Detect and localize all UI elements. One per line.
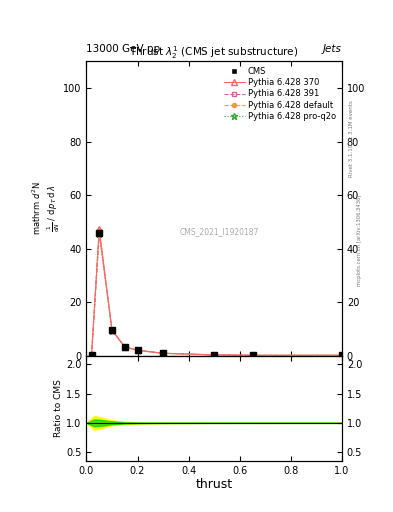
Pythia 6.428 pro-q2o — [123, 344, 127, 350]
CMS — [135, 347, 140, 353]
Pythia 6.428 391 — [212, 352, 217, 358]
Pythia 6.428 pro-q2o — [340, 352, 344, 358]
Pythia 6.428 pro-q2o — [161, 350, 165, 356]
CMS — [110, 327, 114, 333]
Text: Jets: Jets — [323, 44, 342, 54]
Pythia 6.428 pro-q2o — [110, 328, 114, 334]
Text: Rivet 3.1.10, ≥ 3.1M events: Rivet 3.1.10, ≥ 3.1M events — [349, 100, 354, 177]
CMS — [212, 352, 217, 358]
Pythia 6.428 default — [340, 352, 344, 358]
Y-axis label: Ratio to CMS: Ratio to CMS — [55, 379, 63, 437]
Pythia 6.428 default — [123, 344, 127, 350]
Line: Pythia 6.428 370: Pythia 6.428 370 — [89, 226, 345, 358]
Y-axis label: mathrm $d^2$N
$\frac{1}{\mathrm{d}N}$ / $\mathrm{d}\,p_T\,\mathrm{d}\,\lambda$: mathrm $d^2$N $\frac{1}{\mathrm{d}N}$ / … — [31, 182, 62, 236]
X-axis label: thrust: thrust — [196, 478, 233, 492]
CMS — [123, 344, 127, 350]
Pythia 6.428 pro-q2o — [250, 352, 255, 358]
Pythia 6.428 391 — [135, 347, 140, 353]
Pythia 6.428 default — [250, 352, 255, 358]
Pythia 6.428 370 — [97, 226, 101, 232]
Pythia 6.428 370 — [110, 327, 114, 333]
CMS — [97, 229, 101, 236]
Pythia 6.428 default — [97, 229, 101, 236]
Pythia 6.428 370 — [123, 344, 127, 350]
Text: mcplots.cern.ch [arXiv:1306.3436]: mcplots.cern.ch [arXiv:1306.3436] — [357, 195, 362, 286]
Pythia 6.428 391 — [89, 352, 94, 358]
Line: Pythia 6.428 pro-q2o: Pythia 6.428 pro-q2o — [88, 230, 345, 359]
Pythia 6.428 default — [110, 327, 114, 333]
Line: Pythia 6.428 391: Pythia 6.428 391 — [90, 229, 344, 357]
Pythia 6.428 370 — [135, 347, 140, 353]
Pythia 6.428 pro-q2o — [97, 231, 101, 237]
Pythia 6.428 391 — [161, 350, 165, 356]
Pythia 6.428 370 — [250, 352, 255, 358]
Pythia 6.428 default — [161, 350, 165, 356]
Text: 13000 GeV pp: 13000 GeV pp — [86, 44, 161, 54]
Pythia 6.428 default — [135, 347, 140, 353]
Legend: CMS, Pythia 6.428 370, Pythia 6.428 391, Pythia 6.428 default, Pythia 6.428 pro-: CMS, Pythia 6.428 370, Pythia 6.428 391,… — [222, 66, 338, 122]
Pythia 6.428 370 — [212, 352, 217, 358]
Line: Pythia 6.428 default: Pythia 6.428 default — [90, 230, 344, 357]
Line: CMS: CMS — [89, 230, 345, 358]
Pythia 6.428 391 — [123, 344, 127, 350]
Pythia 6.428 default — [212, 352, 217, 358]
Title: Thrust $\lambda_2^1$ (CMS jet substructure): Thrust $\lambda_2^1$ (CMS jet substructu… — [129, 45, 299, 61]
Pythia 6.428 pro-q2o — [89, 352, 94, 358]
Pythia 6.428 391 — [250, 352, 255, 358]
Pythia 6.428 391 — [340, 352, 344, 358]
Pythia 6.428 default — [89, 352, 94, 358]
Pythia 6.428 391 — [110, 327, 114, 333]
Text: CMS_2021_I1920187: CMS_2021_I1920187 — [180, 228, 259, 237]
Pythia 6.428 370 — [89, 352, 94, 358]
CMS — [340, 352, 344, 358]
CMS — [89, 352, 94, 358]
Pythia 6.428 pro-q2o — [135, 347, 140, 353]
Pythia 6.428 370 — [340, 352, 344, 358]
CMS — [161, 350, 165, 356]
Pythia 6.428 pro-q2o — [212, 352, 217, 358]
Pythia 6.428 370 — [161, 350, 165, 356]
CMS — [250, 352, 255, 358]
Pythia 6.428 391 — [97, 228, 101, 234]
